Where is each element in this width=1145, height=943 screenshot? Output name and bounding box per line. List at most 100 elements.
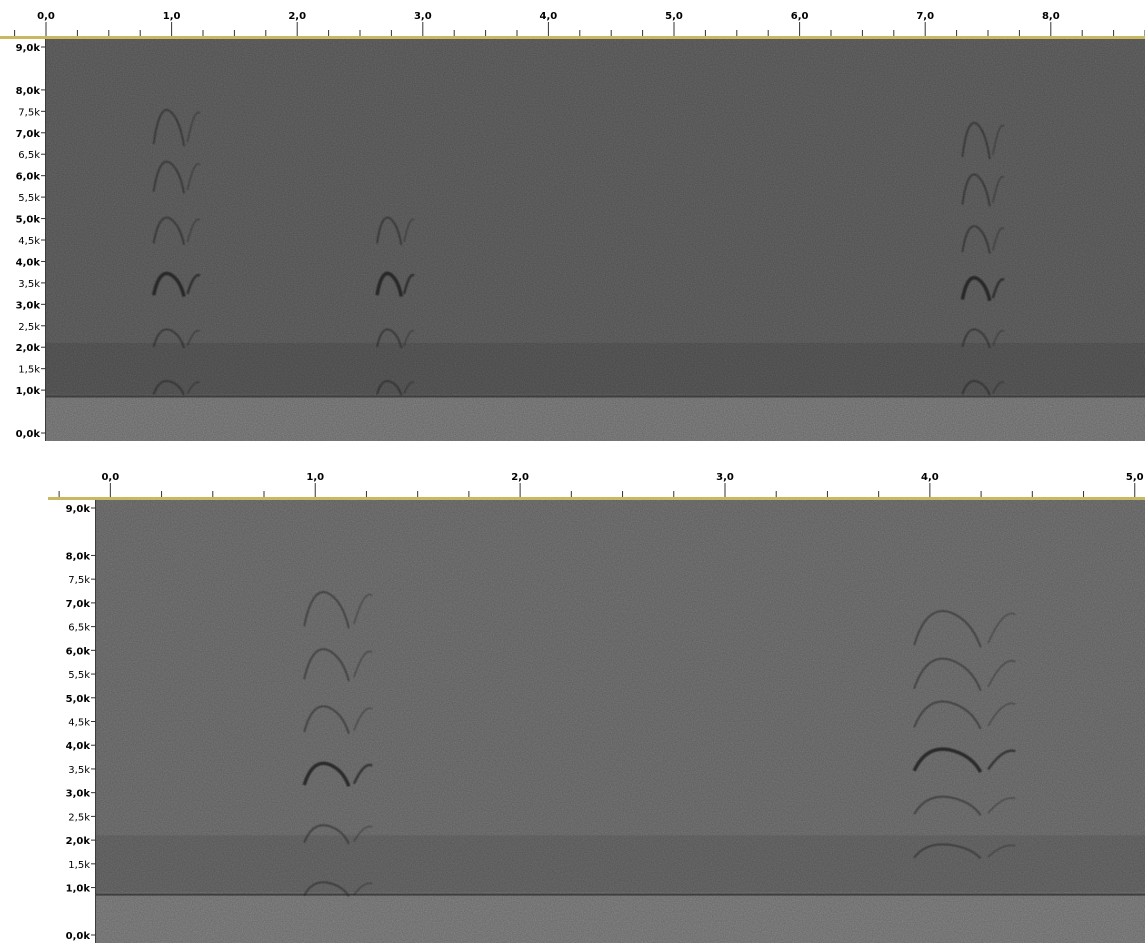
- top-harmonic-trail: [403, 381, 415, 394]
- top-spectrogram-field: [46, 39, 1145, 441]
- top-frequency-tick-label: 2,5k: [18, 322, 40, 333]
- bottom-harmonic-arc: [913, 795, 982, 816]
- bottom-time-tick-label: 5,0: [1126, 472, 1144, 483]
- top-frequency-tick-label: 1,5k: [18, 365, 40, 376]
- bottom-frequency-axis: [48, 500, 96, 943]
- top-harmonic-trail: [186, 163, 201, 190]
- top-frequency-tick-label: 3,5k: [18, 279, 40, 290]
- top-harmonic-arc: [376, 328, 403, 349]
- top-ruler-divider: [0, 36, 1145, 39]
- bottom-frequency-tick-label: 4,5k: [68, 718, 90, 729]
- top-harmonic-arc: [961, 173, 991, 207]
- top-harmonic-arc: [152, 380, 185, 396]
- top-harmonic-arc: [376, 216, 403, 246]
- bottom-frequency-tick-label: 6,5k: [68, 623, 90, 634]
- bottom-harmonic-arc: [913, 657, 982, 691]
- bottom-time-tick-label: 2,0: [511, 472, 529, 483]
- bottom-harmonic-trail: [353, 825, 373, 842]
- bottom-harmonic-trail: [353, 707, 373, 731]
- top-frequency-tick-label: 5,5k: [18, 193, 40, 204]
- bottom-time-ruler: [48, 457, 1145, 497]
- top-frequency-tick-label: 7,0k: [16, 129, 41, 140]
- top-harmonic-trail: [992, 227, 1005, 251]
- bottom-frequency-tick-label: 1,0k: [66, 884, 91, 895]
- top-harmonic-trail: [992, 124, 1005, 156]
- bottom-harmonic-arc: [303, 705, 350, 734]
- bottom-time-tick-label: 0,0: [101, 472, 119, 483]
- bottom-time-tick-label: 3,0: [716, 472, 734, 483]
- top-harmonic-trail: [186, 330, 201, 347]
- top-harmonic-arc: [151, 271, 186, 297]
- bottom-time-tick-label: 1,0: [306, 472, 324, 483]
- top-frequency-tick-label: 5,0k: [16, 215, 41, 226]
- bottom-harmonic-trail: [987, 844, 1016, 858]
- top-time-tick-label: 2,0: [288, 11, 306, 22]
- bottom-harmonic-arc: [302, 761, 351, 787]
- top-time-tick-label: 6,0: [791, 11, 809, 22]
- top-harmonic-arc: [376, 380, 403, 396]
- bottom-noise-texture: [96, 500, 1145, 943]
- top-time-tick-label: 4,0: [540, 11, 558, 22]
- top-harmonic-trail: [186, 111, 201, 143]
- bottom-frequency-tick-label: 7,5k: [68, 575, 90, 586]
- bottom-ruler-divider: [48, 497, 1145, 500]
- bottom-frequency-tick-label: 7,0k: [66, 599, 91, 610]
- bottom-time-tick-label: 4,0: [921, 472, 939, 483]
- spectrogram-top: 0,0 1,0 2,0 3,0 4,0 5,0 6,0 7,0 8,0 0,0k 1,0k 1,5k 2…: [0, 0, 1145, 441]
- top-harmonic-trail: [992, 176, 1005, 203]
- top-frequency-tick-label: 9,0k: [16, 43, 41, 54]
- top-harmonic-arc: [961, 328, 991, 349]
- bottom-frequency-tick-label: 4,0k: [66, 741, 91, 752]
- top-frequency-tick-label: 7,5k: [18, 107, 40, 118]
- top-time-tick-label: 0,0: [37, 11, 55, 22]
- bottom-harmonic-trail: [987, 797, 1016, 814]
- top-harmonic-arc: [152, 328, 185, 349]
- top-harmonic-trail: [402, 273, 415, 295]
- bottom-harmonic-arc: [303, 881, 350, 897]
- top-time-tick-label: 1,0: [163, 11, 181, 22]
- top-time-ruler: [0, 0, 1145, 36]
- top-time-tick-label: 7,0: [916, 11, 934, 22]
- top-call-3: [960, 122, 1005, 396]
- top-frequency-tick-label: 4,0k: [16, 257, 41, 268]
- top-frequency-tick-label: 6,5k: [18, 150, 40, 161]
- bottom-harmonic-arc: [913, 843, 982, 860]
- top-frequency-tick-label: 1,0k: [16, 386, 41, 397]
- bottom-call-1: [302, 591, 373, 897]
- bottom-harmonic-arc: [303, 824, 350, 845]
- top-frequency-tick-label: 6,0k: [16, 172, 41, 183]
- bottom-spectrogram-field: [96, 500, 1145, 943]
- bottom-frequency-tick-label: 9,0k: [66, 504, 91, 515]
- top-harmonic-arc: [961, 380, 991, 396]
- bottom-harmonic-trail: [987, 660, 1016, 688]
- top-harmonic-arc: [375, 271, 404, 297]
- top-time-tick-label: 8,0: [1042, 11, 1060, 22]
- spectrogram-panel-bottom: 0,0 1,0 2,0 3,0 4,0 5,0 0,0k 1,0k 1,5k 2,0k 2,5k 3,…: [48, 457, 1145, 943]
- bottom-harmonic-trail: [353, 882, 373, 896]
- bottom-frequency-tick-label: 2,5k: [68, 812, 90, 823]
- bottom-harmonic-arc: [303, 648, 350, 682]
- top-call-1: [151, 109, 201, 396]
- bottom-frequency-tick-label: 5,0k: [66, 694, 91, 705]
- top-harmonic-arc: [152, 160, 185, 194]
- top-harmonic-trail: [403, 330, 415, 347]
- top-frequency-axis: [0, 39, 46, 441]
- top-frequency-tick-label: 8,0k: [16, 86, 41, 97]
- top-harmonic-trail: [991, 278, 1005, 299]
- bottom-frequency-tick-label: 6,0k: [66, 646, 91, 657]
- top-harmonic-arc: [152, 216, 185, 246]
- bottom-harmonic-arc: [912, 747, 983, 773]
- bottom-harmonic-trail: [353, 650, 373, 678]
- top-time-tick-label: 3,0: [414, 11, 432, 22]
- bottom-harmonic-arc: [303, 591, 350, 629]
- bottom-frequency-tick-label: 3,5k: [68, 765, 90, 776]
- bottom-call-2: [912, 610, 1016, 860]
- bottom-harmonic-trail: [987, 612, 1016, 644]
- bottom-frequency-tick-label: 0,0k: [66, 931, 91, 942]
- top-frequency-tick-label: 0,0k: [16, 429, 41, 440]
- top-harmonic-arc: [960, 276, 992, 302]
- top-harmonic-arc: [152, 109, 185, 147]
- bottom-harmonic-arc: [913, 610, 982, 648]
- top-harmonic-trail: [992, 330, 1005, 347]
- top-call-2: [375, 216, 415, 396]
